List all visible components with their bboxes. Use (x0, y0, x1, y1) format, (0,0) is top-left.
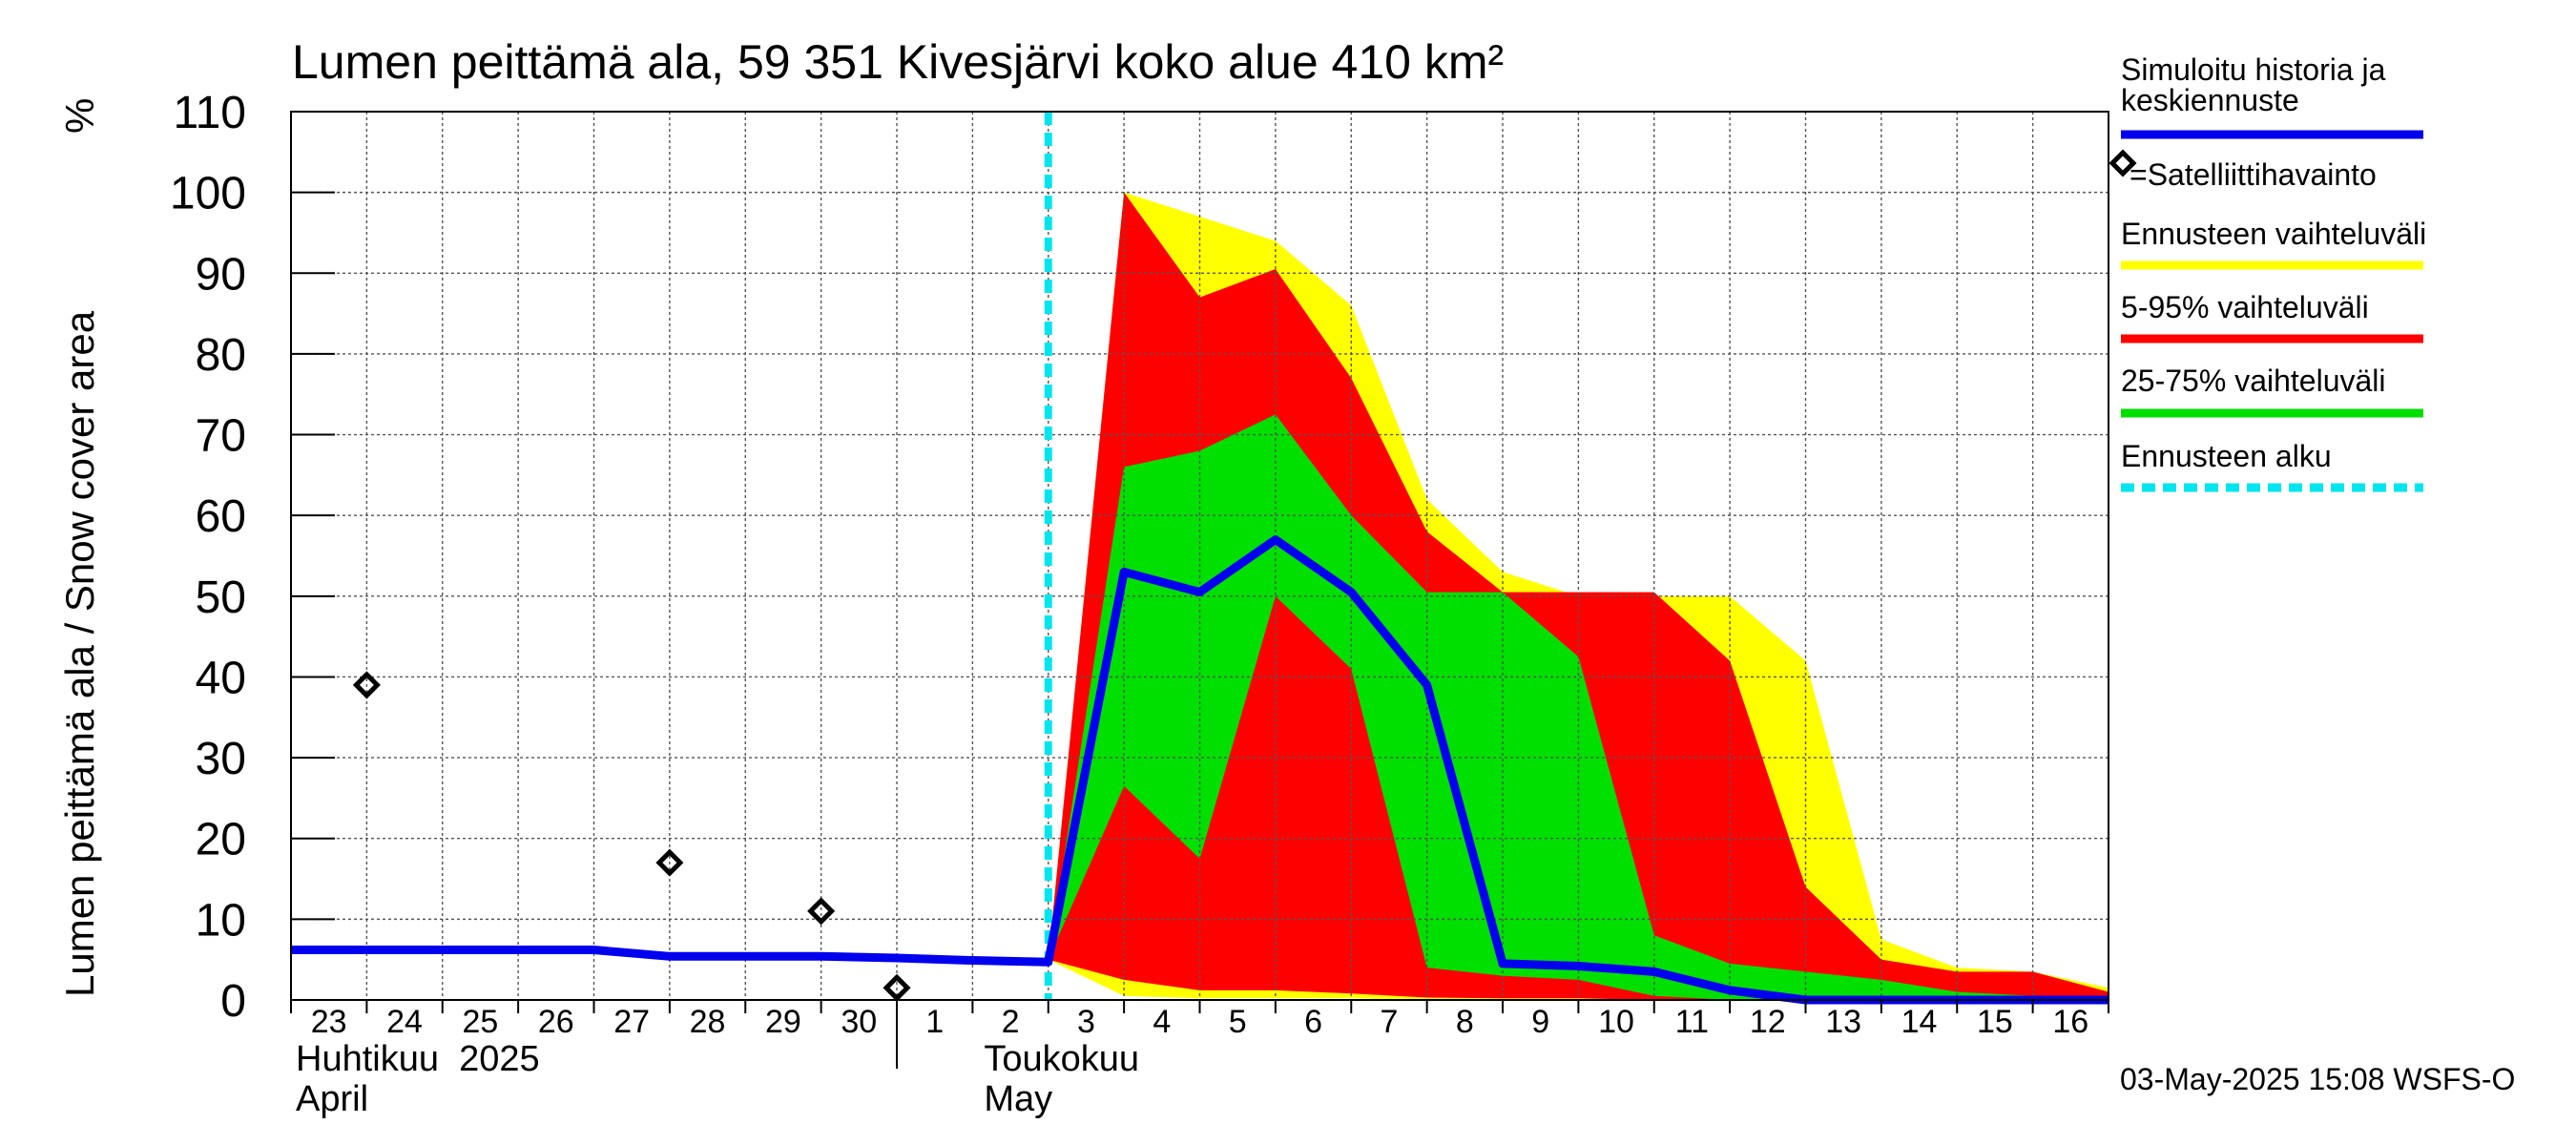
x-day-label-2: 25 (463, 1004, 499, 1040)
x-day-label-22: 15 (1977, 1004, 2013, 1040)
x-day-label-9: 2 (1002, 1004, 1020, 1040)
y-tick-label-10: 10 (196, 895, 246, 946)
legend-label-1: =Satelliittihavainto (2129, 157, 2377, 192)
y-tick-label-70: 70 (196, 411, 246, 462)
x-day-label-17: 10 (1598, 1004, 1634, 1040)
satellite-point-1 (655, 848, 684, 877)
legend-swatch-1 (2109, 149, 2137, 177)
satellite-point-2 (807, 897, 836, 926)
band-1 (1048, 192, 2109, 1001)
y-tick-label-50: 50 (196, 572, 246, 623)
x-day-label-12: 5 (1229, 1004, 1247, 1040)
x-day-label-10: 3 (1077, 1004, 1095, 1040)
chart-title: Lumen peittämä ala, 59 351 Kivesjärvi ko… (292, 35, 1504, 89)
y-tick-label-100: 100 (170, 169, 246, 219)
month-label-en-0: April (296, 1079, 368, 1119)
x-day-label-16: 9 (1531, 1004, 1549, 1040)
x-day-label-21: 14 (1901, 1004, 1938, 1040)
legend-label-5: Ennusteen alku (2121, 439, 2332, 473)
legend-label-2: Ennusteen vaihteluväli (2121, 217, 2426, 251)
x-day-label-15: 8 (1456, 1004, 1474, 1040)
x-day-label-18: 11 (1675, 1004, 1709, 1040)
satellite-observations (352, 671, 911, 1002)
x-day-label-5: 28 (690, 1004, 726, 1040)
x-day-label-6: 29 (765, 1004, 801, 1040)
y-tick-label-60: 60 (196, 491, 246, 542)
x-day-label-1: 24 (386, 1004, 423, 1040)
x-day-label-11: 4 (1153, 1004, 1171, 1040)
legend-label-0b: keskiennuste (2121, 83, 2299, 117)
timestamp: 03-May-2025 15:08 WSFS-O (2120, 1062, 2515, 1096)
x-axis-ticks: 23 24 25 26 27 28 29 30 1 2 3 4 5 6 7 8 9 10 11 12 13 14 15 16 (290, 1000, 2109, 1069)
y-axis-unit: % (57, 98, 102, 134)
month-label-fi-0: Huhtikuu 2025 (296, 1039, 540, 1079)
y-axis-label: Lumen peittämä ala / Snow cover area (57, 310, 102, 997)
y-axis-ticks: 0 10 20 30 40 50 60 70 80 90 100 110 (170, 88, 335, 1027)
y-tick-label-0: 0 (220, 976, 246, 1027)
x-day-label-0: 23 (311, 1004, 347, 1040)
month-label-fi-1: Toukokuu (984, 1039, 1139, 1079)
month-label-en-1: May (984, 1079, 1052, 1119)
x-day-label-4: 27 (613, 1004, 650, 1040)
x-day-label-13: 6 (1304, 1004, 1322, 1040)
satellite-point-0 (352, 671, 381, 699)
satellite-point-3 (883, 973, 911, 1002)
x-day-label-3: 26 (538, 1004, 574, 1040)
y-tick-label-20: 20 (196, 815, 246, 865)
y-tick-label-110: 110 (173, 88, 246, 138)
x-day-label-19: 12 (1750, 1004, 1786, 1040)
x-day-label-20: 13 (1825, 1004, 1861, 1040)
x-day-label-14: 7 (1380, 1004, 1398, 1040)
y-tick-label-90: 90 (196, 249, 246, 300)
x-day-label-23: 16 (2052, 1004, 2088, 1040)
y-tick-label-40: 40 (196, 653, 246, 703)
y-tick-label-80: 80 (196, 330, 246, 381)
y-tick-label-30: 30 (196, 734, 246, 784)
x-day-label-8: 1 (925, 1004, 944, 1040)
legend-label-0a: Simuloitu historia ja (2121, 52, 2386, 87)
legend-label-4: 25-75% vaihteluväli (2121, 364, 2386, 398)
legend-label-3: 5-95% vaihteluväli (2121, 290, 2369, 324)
x-day-label-7: 30 (841, 1004, 877, 1040)
